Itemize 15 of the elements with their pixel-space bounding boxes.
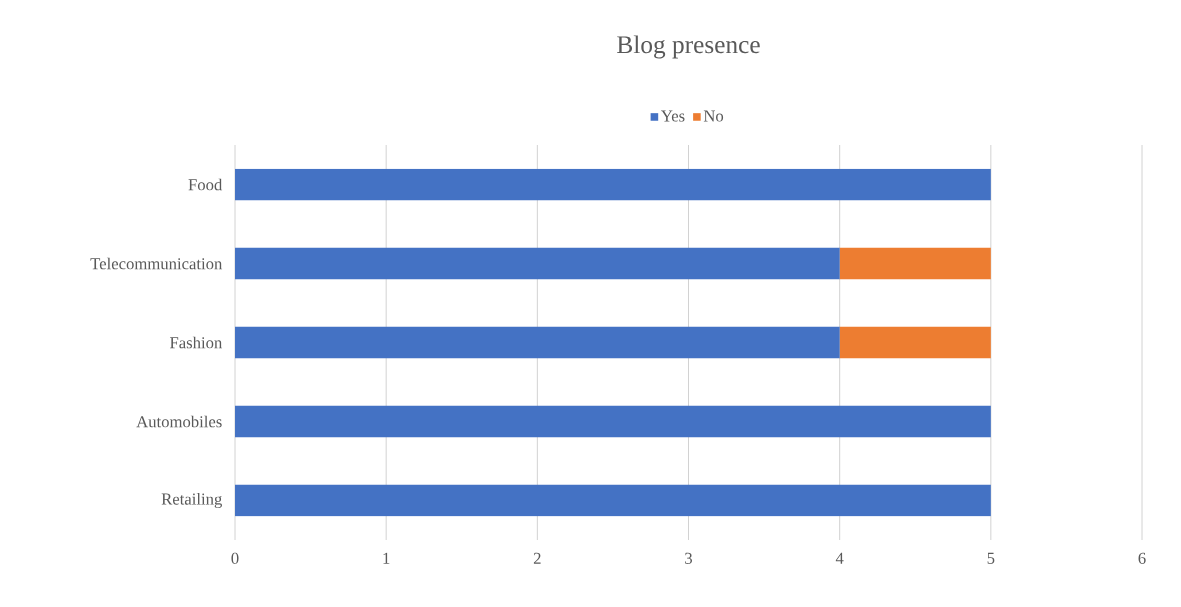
x-tick-label: 1 — [383, 552, 390, 564]
x-tick-label: 6 — [1138, 552, 1146, 564]
x-tick-label: 2 — [533, 552, 541, 564]
x-tick-label: 4 — [835, 552, 844, 564]
y-tick-label: Fashion — [169, 336, 223, 349]
y-tick-label: Food — [188, 178, 223, 191]
y-tick-label: Retailing — [161, 492, 222, 509]
y-tick-label: Automobiles — [136, 415, 222, 428]
x-tick-label: 5 — [987, 552, 995, 564]
chart-title: Blog presence — [617, 35, 760, 59]
x-tick-label: 3 — [685, 552, 693, 564]
y-tick-label: Telecommunication — [90, 257, 223, 270]
x-tick-label: 0 — [231, 552, 239, 564]
legend-label: Yes — [661, 110, 685, 122]
legend-label: No — [703, 110, 724, 122]
